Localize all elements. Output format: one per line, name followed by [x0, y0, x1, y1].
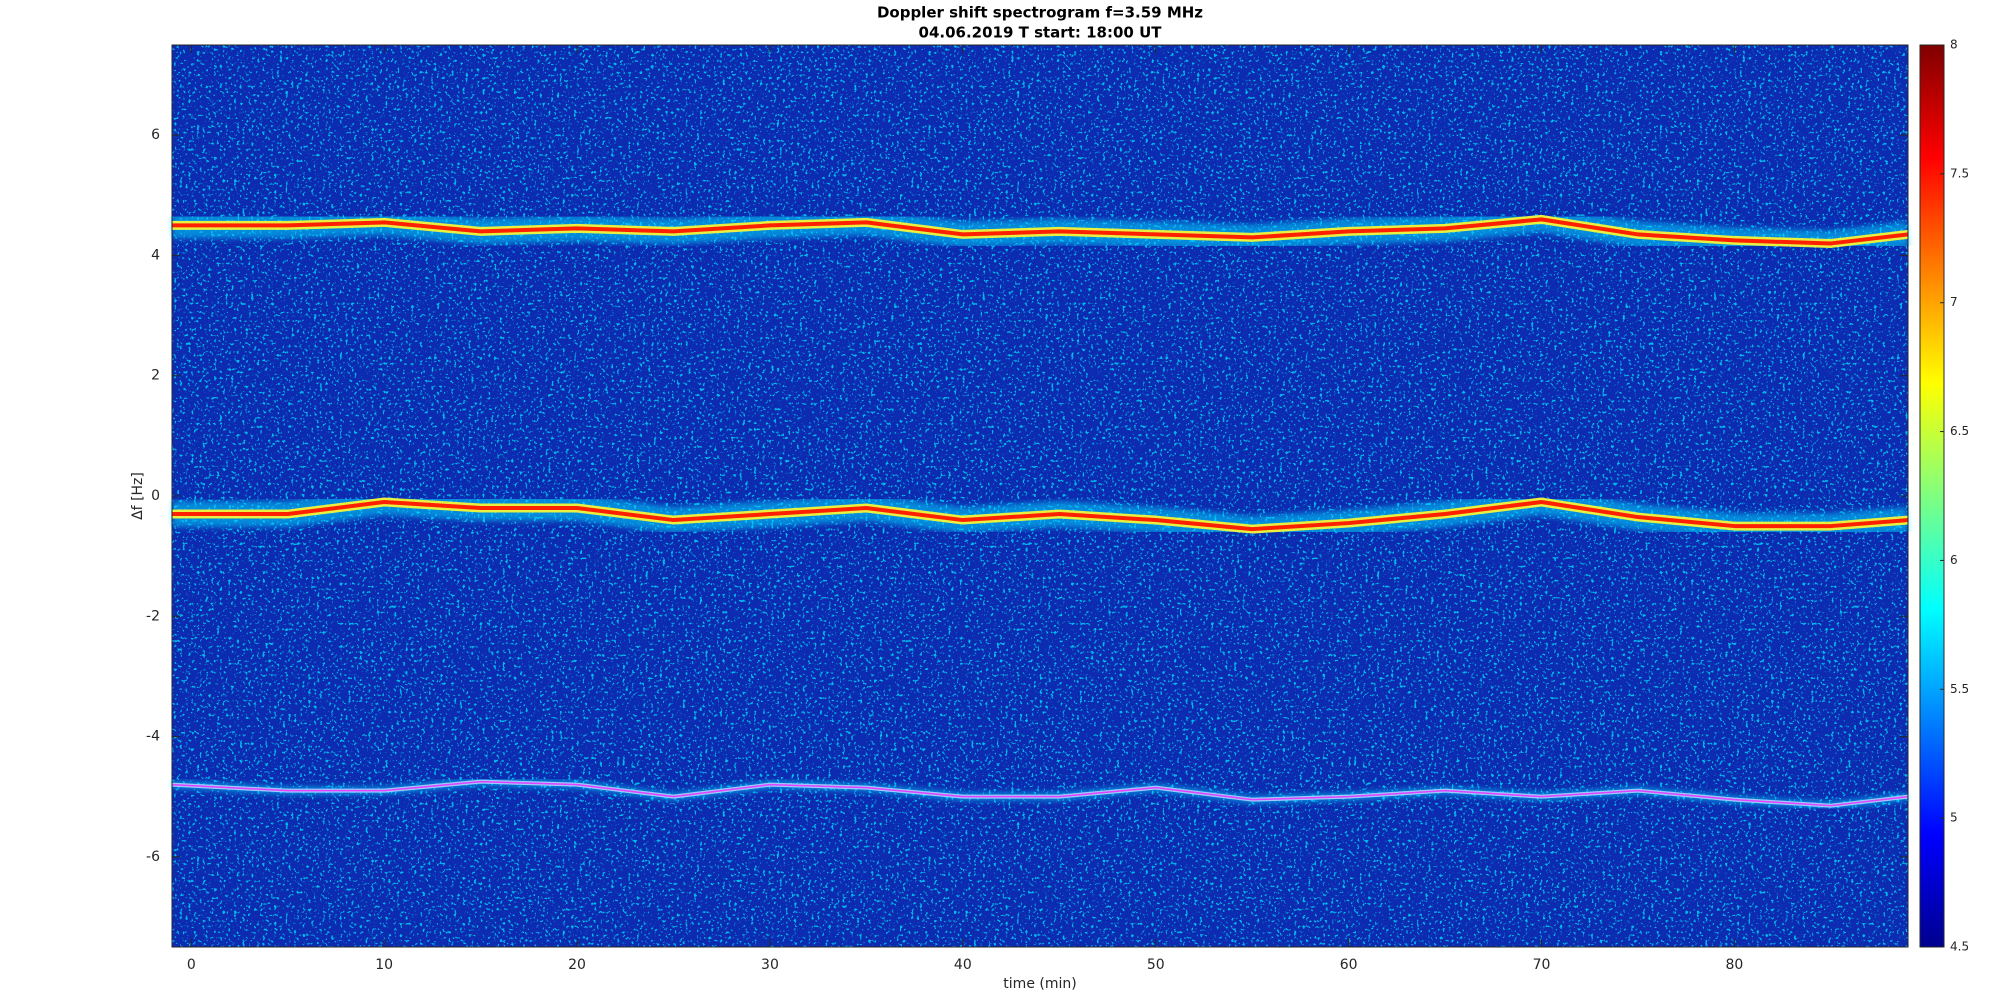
chart-subtitle: 04.06.2019 T start: 18:00 UT: [919, 24, 1163, 42]
chart-title: Doppler shift spectrogram f=3.59 MHz: [877, 4, 1203, 22]
colorbar-tick-label: 7: [1950, 295, 1958, 309]
y-tick-label: 4: [151, 247, 160, 263]
x-tick-label: 30: [761, 957, 779, 973]
y-axis-label: Δf [Hz]: [130, 472, 146, 520]
colorbar-tick-label: 4.5: [1950, 940, 1969, 954]
trace: [172, 500, 1909, 532]
colorbar-tick-label: 7.5: [1950, 166, 1969, 180]
x-tick-label: 80: [1725, 957, 1743, 973]
y-tick-label: 2: [151, 368, 160, 384]
colorbar: [1919, 44, 1945, 948]
y-tick-label: 6: [151, 127, 160, 143]
x-axis-label: time (min): [1003, 976, 1076, 992]
x-tick-label: 40: [954, 957, 972, 973]
x-tick-label: 70: [1533, 957, 1551, 973]
colorbar-tick-label: 5.5: [1950, 682, 1969, 696]
y-tick-label: -2: [146, 608, 160, 624]
colorbar-tick-label: 5: [1950, 811, 1958, 825]
x-tick-label: 50: [1147, 957, 1165, 973]
trace: [172, 217, 1909, 246]
x-tick-label: 60: [1340, 957, 1358, 973]
x-tick-label: 10: [375, 957, 393, 973]
colorbar-tick-label: 6.5: [1950, 424, 1969, 438]
y-tick-label: 0: [151, 488, 160, 504]
y-tick-label: -4: [146, 729, 160, 745]
x-tick-label: 0: [187, 957, 196, 973]
x-tick-label: 20: [568, 957, 586, 973]
colorbar-tick-label: 8: [1950, 38, 1958, 52]
y-tick-label: -6: [146, 849, 160, 865]
trace: [171, 780, 1909, 807]
colorbar-tick-label: 6: [1950, 553, 1958, 567]
